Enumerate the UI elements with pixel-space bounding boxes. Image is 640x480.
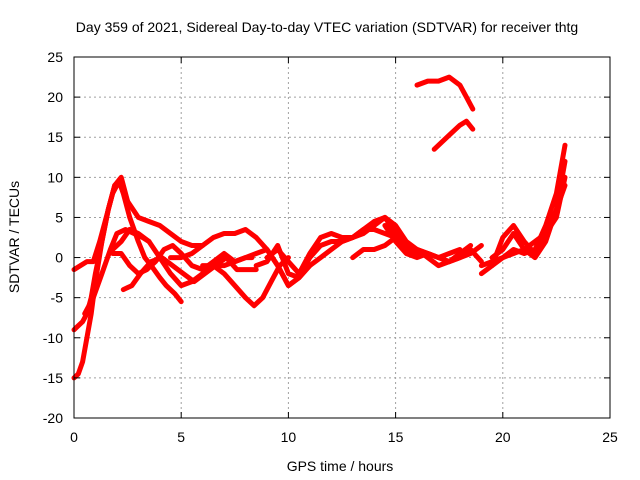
plot-frame [73, 56, 611, 419]
y-tick-label: 0 [55, 250, 63, 266]
data-traces [71, 74, 568, 381]
x-tick-label: 5 [177, 429, 185, 445]
y-tick-label: 5 [55, 209, 63, 225]
series-arc-15 [414, 74, 476, 112]
series-arc-14 [403, 243, 484, 265]
series-arc-16 [431, 118, 476, 152]
y-tick-label: 15 [47, 129, 63, 145]
x-tick-label: 15 [388, 429, 404, 445]
series-arc-6 [120, 255, 259, 293]
series-arc-3 [71, 178, 206, 273]
y-tick-label: -10 [43, 330, 63, 346]
y-tick-label: -15 [43, 370, 63, 386]
series-arc-7 [110, 227, 291, 309]
series-arc-1 [71, 178, 184, 381]
series-arc-20 [489, 158, 568, 261]
y-axis-label: SDTVAR / TECUs [6, 181, 22, 293]
y-tick-label: 25 [47, 49, 63, 65]
x-tick-label: 20 [495, 429, 511, 445]
x-tick-label: 25 [602, 429, 618, 445]
axis-ticks: 0 5 10 15 20 25 -20 -15 -10 -5 0 5 10 15 20 25 [43, 49, 618, 445]
y-tick-label: -20 [43, 410, 63, 426]
y-tick-label: -5 [51, 290, 64, 306]
y-tick-label: 20 [47, 89, 63, 105]
series-arc-19 [478, 142, 568, 277]
x-tick-label: 0 [70, 429, 78, 445]
chart-title: Day 359 of 2021, Sidereal Day-to-day VTE… [76, 19, 578, 35]
y-tick-label: 10 [47, 169, 63, 185]
series-arc-10 [253, 214, 463, 281]
grid-lines [74, 57, 610, 418]
x-axis-label: GPS time / hours [287, 458, 394, 474]
x-tick-label: 10 [281, 429, 297, 445]
